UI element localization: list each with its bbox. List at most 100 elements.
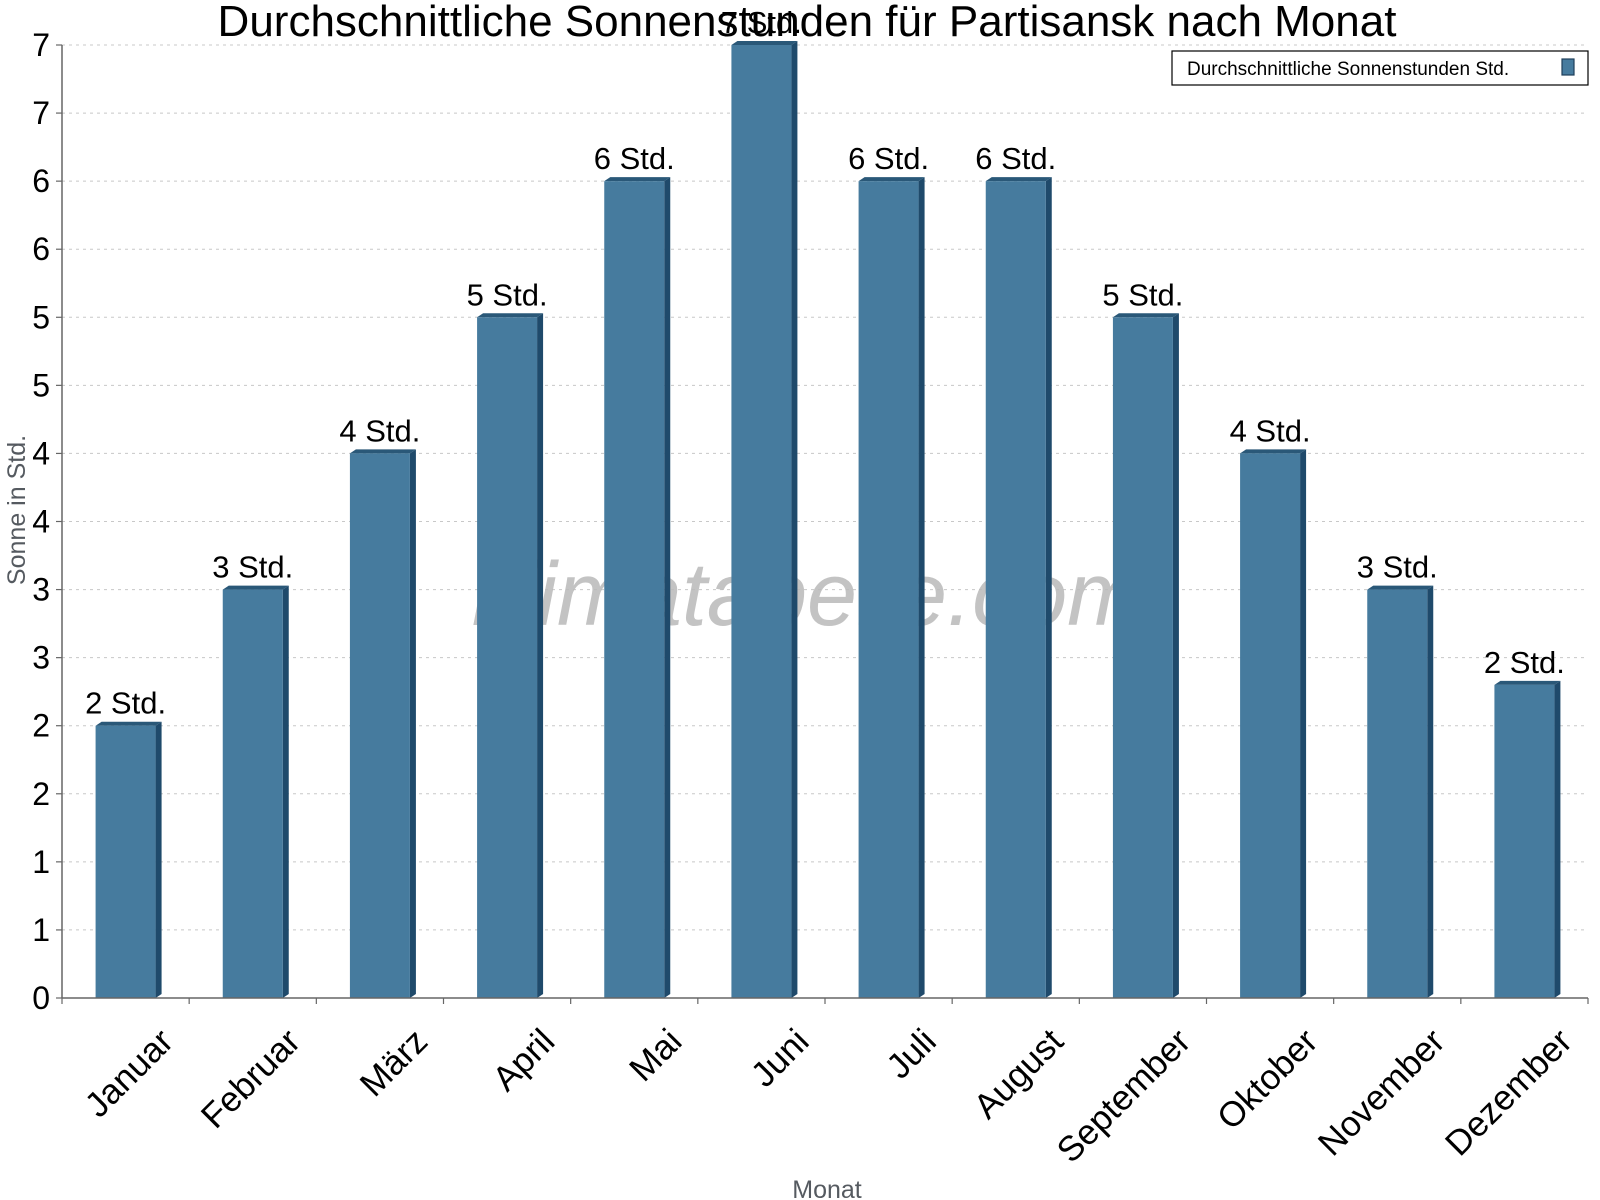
bar-front xyxy=(858,181,919,999)
y-tick-label: 5 xyxy=(32,299,50,335)
y-tick-label: 1 xyxy=(32,912,50,948)
bar-top xyxy=(95,721,162,726)
bar-top xyxy=(477,313,544,318)
bar-top xyxy=(1112,313,1179,318)
x-tick-labels: Januar Februar März April Mai Juni Juli AugustS… xyxy=(78,1021,1580,1170)
bar-side xyxy=(1427,585,1434,998)
bar xyxy=(477,313,544,998)
y-tick-label: 6 xyxy=(32,231,50,267)
grid-lines xyxy=(62,44,1588,931)
y-tick-label: 1 xyxy=(32,844,50,880)
axes xyxy=(56,44,1589,1004)
x-tick-label: Juli xyxy=(879,1022,944,1087)
legend-swatch xyxy=(1561,58,1575,76)
y-axis-title: Sonne in Std. xyxy=(3,435,31,585)
x-tick-label: Mai xyxy=(622,1022,689,1089)
bar-side xyxy=(155,721,162,998)
data-label: 6 Std. xyxy=(975,141,1056,176)
bar-top xyxy=(222,585,289,590)
data-label: 2 Std. xyxy=(85,686,166,721)
legend-entry-label: Durchschnittliche Sonnenstunden Std. xyxy=(1187,59,1509,80)
bar-side xyxy=(1554,680,1561,998)
bar-side xyxy=(1172,313,1179,998)
bar xyxy=(604,177,671,999)
bar-side xyxy=(1045,177,1052,999)
bar-front xyxy=(1240,453,1301,998)
bar-side xyxy=(791,41,798,998)
bar-top xyxy=(1240,449,1307,454)
y-tick-label: 4 xyxy=(32,504,50,540)
y-tick-label: 3 xyxy=(32,640,50,676)
x-tick-label: Februar xyxy=(194,1021,308,1135)
y-tick-label: 0 xyxy=(32,980,50,1016)
x-tick-label: Dezember xyxy=(1438,1021,1580,1163)
bar-front xyxy=(604,181,665,999)
bar xyxy=(222,585,289,998)
y-tick-label: 6 xyxy=(32,163,50,199)
data-label: 5 Std. xyxy=(1102,277,1183,312)
bar-top xyxy=(858,177,925,182)
bars xyxy=(95,41,1561,999)
bar-front xyxy=(985,181,1046,999)
bar-top xyxy=(1367,585,1434,590)
data-label: 6 Std. xyxy=(848,141,929,176)
y-tick-label: 2 xyxy=(32,776,50,812)
y-tick-label: 5 xyxy=(32,367,50,403)
bar xyxy=(95,721,162,998)
bar xyxy=(1240,449,1307,998)
data-label: 3 Std. xyxy=(1357,550,1438,585)
bar-side xyxy=(409,449,416,998)
bar-front xyxy=(95,725,156,998)
bar-top xyxy=(349,449,416,454)
bar xyxy=(1494,680,1561,998)
bar xyxy=(1112,313,1179,998)
x-tick-label: August xyxy=(966,1021,1071,1126)
data-label: 5 Std. xyxy=(467,277,548,312)
y-tick-label: 4 xyxy=(32,435,50,471)
bar-front xyxy=(1494,684,1555,998)
y-tick-label: 2 xyxy=(32,708,50,744)
x-tick-label: Oktober xyxy=(1210,1021,1326,1137)
bar-front xyxy=(1367,589,1428,998)
y-tick-label: 7 xyxy=(32,27,50,63)
bar xyxy=(1367,585,1434,998)
bar-side xyxy=(537,313,544,998)
data-labels: 2 Std. 3 Std. 4 Std. 5 Std. 6 Std. 7 Std. 6 St… xyxy=(85,5,1565,721)
legend-box xyxy=(1171,50,1589,86)
bar xyxy=(349,449,416,998)
data-label: 2 Std. xyxy=(1484,645,1565,680)
bar-front xyxy=(349,453,410,998)
bar xyxy=(731,41,798,998)
bar-top xyxy=(1494,680,1561,685)
x-tick-label: März xyxy=(353,1022,436,1105)
bar-side xyxy=(918,177,925,999)
data-label: 6 Std. xyxy=(594,141,675,176)
y-tick-label: 7 xyxy=(32,95,50,131)
bar-front xyxy=(731,45,792,998)
data-label: 7 Std. xyxy=(721,5,802,40)
bar-top xyxy=(731,41,798,45)
x-tick-label: April xyxy=(485,1022,562,1099)
x-tick-label: Januar xyxy=(78,1021,181,1124)
bar-front xyxy=(477,317,538,998)
x-axis-title: Monat xyxy=(792,1176,862,1200)
bar-front xyxy=(222,589,283,998)
data-label: 3 Std. xyxy=(212,550,293,585)
x-tick-label: September xyxy=(1049,1021,1198,1170)
chart-title: Durchschnittliche Sonnenstunden für Part… xyxy=(218,0,1397,46)
bar-front xyxy=(1112,317,1173,998)
legend: Durchschnittliche Sonnenstunden Std. xyxy=(1171,50,1589,86)
data-label: 4 Std. xyxy=(339,413,420,448)
bar-side xyxy=(664,177,671,999)
data-label: 4 Std. xyxy=(1230,413,1311,448)
bar-side xyxy=(282,585,289,998)
bar-top xyxy=(604,177,671,182)
bar-side xyxy=(1300,449,1307,998)
y-tick-label: 3 xyxy=(32,572,50,608)
bar xyxy=(985,177,1052,999)
bar xyxy=(858,177,925,999)
x-tick-label: Juni xyxy=(744,1022,817,1095)
y-tick-labels: 0 1 1 2 2 3 3 4 4 5 5 6 6 7 7 xyxy=(32,27,50,1016)
x-tick-label: November xyxy=(1311,1021,1453,1163)
